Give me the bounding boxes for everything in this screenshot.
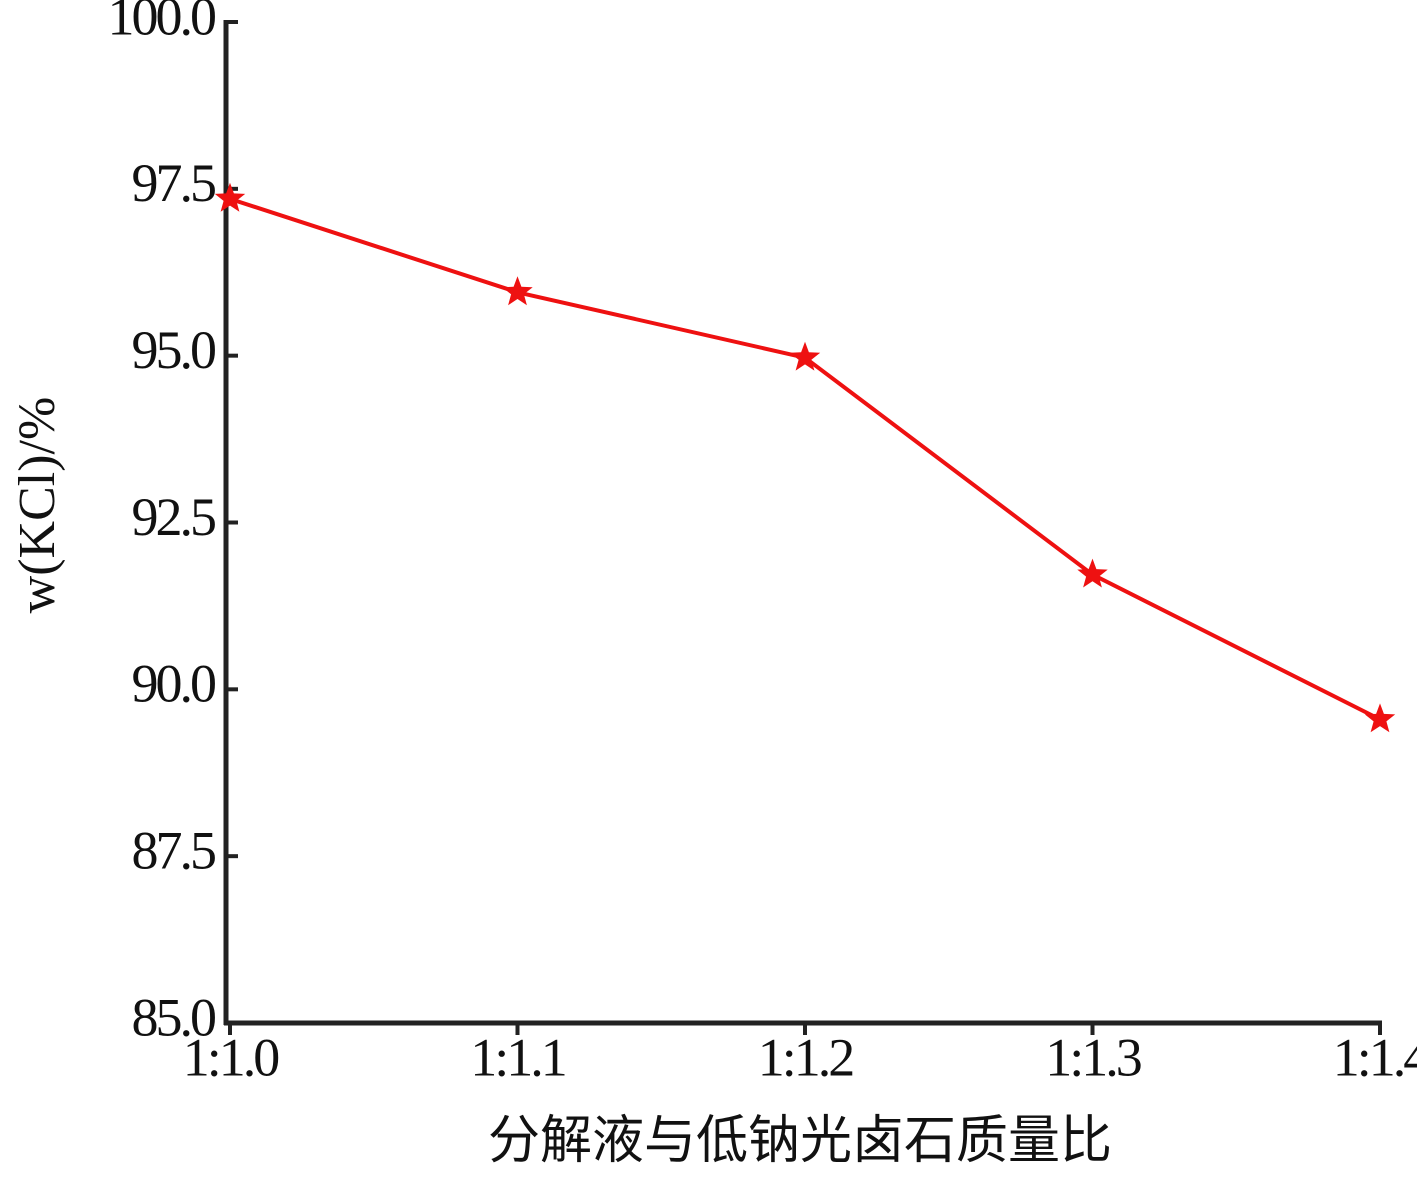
x-tick-label: 1:1.2 xyxy=(758,1027,854,1087)
x-tick-label: 1:1.4 xyxy=(1333,1027,1417,1087)
series-line xyxy=(229,196,1381,722)
y-tick-label: 85.0 xyxy=(132,987,216,1047)
point-marker xyxy=(214,182,246,212)
y-tick-label: 100.0 xyxy=(108,0,216,46)
x-tick-label: 1:1.1 xyxy=(470,1027,565,1087)
y-tick-label: 95.0 xyxy=(132,320,216,380)
point-marker xyxy=(1077,558,1108,588)
x-axis-label: 分解液与低钠光卤石质量比 xyxy=(488,1113,1112,1170)
point-marker xyxy=(1364,703,1396,733)
y-tick-label: 90.0 xyxy=(132,654,216,714)
y-tick-label: 92.5 xyxy=(132,487,216,547)
y-tick-label: 87.5 xyxy=(132,821,216,881)
y-tick-label: 97.5 xyxy=(132,153,216,213)
x-tick-label: 1:1.3 xyxy=(1045,1027,1141,1087)
point-marker xyxy=(789,341,821,371)
x-tick-label: 1:1.0 xyxy=(183,1027,279,1087)
point-marker xyxy=(502,276,533,306)
y-axis-label: w(KCl)/% xyxy=(9,397,66,614)
